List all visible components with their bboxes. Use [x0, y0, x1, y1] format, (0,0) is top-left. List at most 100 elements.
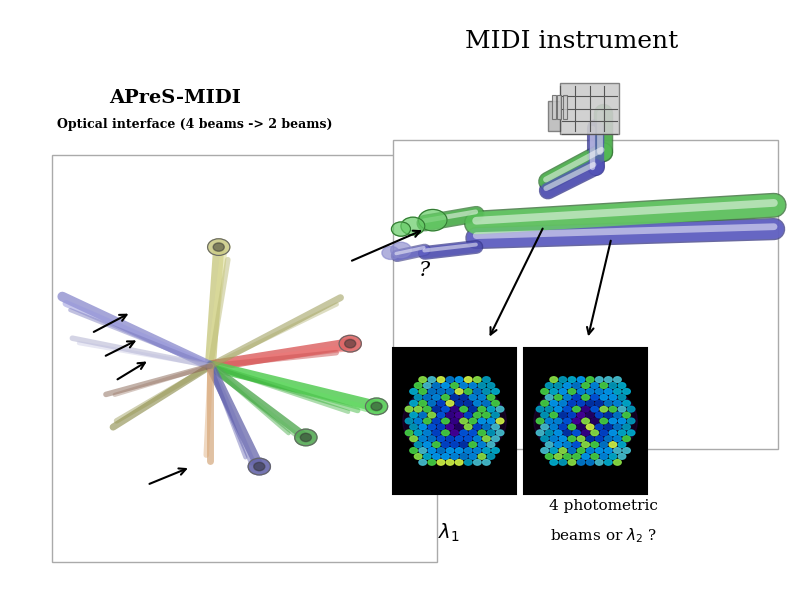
Circle shape: [496, 406, 504, 412]
Circle shape: [473, 400, 481, 406]
Circle shape: [586, 459, 594, 465]
Bar: [563, 95, 567, 119]
Circle shape: [600, 430, 607, 436]
Circle shape: [577, 447, 585, 453]
Circle shape: [391, 242, 411, 258]
Circle shape: [428, 424, 436, 430]
Circle shape: [483, 447, 490, 453]
Circle shape: [423, 418, 431, 424]
Circle shape: [437, 447, 445, 453]
Circle shape: [455, 447, 463, 453]
Circle shape: [460, 441, 468, 447]
Bar: [557, 95, 561, 119]
Bar: [560, 83, 619, 134]
Circle shape: [464, 377, 472, 383]
Circle shape: [614, 424, 621, 430]
Circle shape: [564, 441, 571, 447]
Text: beams or $\lambda_2$ ?: beams or $\lambda_2$ ?: [550, 526, 657, 545]
Bar: [552, 95, 556, 119]
Circle shape: [455, 412, 463, 418]
Circle shape: [483, 389, 490, 394]
Circle shape: [483, 436, 490, 441]
Circle shape: [491, 389, 499, 394]
Circle shape: [619, 383, 626, 389]
Circle shape: [491, 400, 499, 406]
Circle shape: [460, 406, 468, 412]
Circle shape: [559, 459, 567, 465]
Circle shape: [469, 430, 476, 436]
Circle shape: [451, 418, 458, 424]
Circle shape: [600, 441, 607, 447]
Circle shape: [441, 394, 449, 400]
Circle shape: [446, 459, 454, 465]
Circle shape: [446, 412, 454, 418]
Circle shape: [609, 441, 617, 447]
Circle shape: [254, 462, 265, 471]
Circle shape: [614, 412, 621, 418]
Circle shape: [577, 436, 585, 441]
Circle shape: [614, 436, 621, 441]
Circle shape: [614, 377, 621, 383]
Circle shape: [339, 336, 361, 352]
Circle shape: [627, 406, 635, 412]
Circle shape: [550, 436, 557, 441]
Circle shape: [433, 406, 440, 412]
Circle shape: [414, 418, 422, 424]
Circle shape: [451, 383, 458, 389]
Circle shape: [545, 453, 553, 459]
Circle shape: [609, 418, 617, 424]
Circle shape: [591, 406, 599, 412]
Circle shape: [600, 406, 607, 412]
Circle shape: [554, 406, 562, 412]
Circle shape: [419, 424, 426, 430]
Circle shape: [483, 412, 490, 418]
Circle shape: [541, 412, 549, 418]
Circle shape: [423, 453, 431, 459]
Circle shape: [564, 406, 571, 412]
Circle shape: [455, 436, 463, 441]
Circle shape: [604, 447, 612, 453]
Circle shape: [541, 447, 549, 453]
Circle shape: [414, 383, 422, 389]
Circle shape: [541, 424, 549, 430]
Circle shape: [586, 400, 594, 406]
Circle shape: [437, 377, 445, 383]
Circle shape: [614, 447, 621, 453]
Circle shape: [460, 383, 468, 389]
Circle shape: [545, 383, 553, 389]
Circle shape: [619, 430, 626, 436]
Circle shape: [534, 382, 638, 460]
Circle shape: [622, 424, 630, 430]
Circle shape: [469, 394, 476, 400]
Circle shape: [446, 389, 454, 394]
Circle shape: [582, 406, 589, 412]
Circle shape: [491, 447, 499, 453]
Circle shape: [488, 383, 495, 389]
Circle shape: [405, 406, 413, 412]
Circle shape: [536, 418, 544, 424]
Circle shape: [410, 436, 418, 441]
Circle shape: [627, 418, 635, 424]
Circle shape: [582, 453, 589, 459]
Circle shape: [446, 400, 454, 406]
Circle shape: [569, 436, 576, 441]
Circle shape: [455, 389, 463, 394]
Circle shape: [478, 418, 486, 424]
Circle shape: [207, 239, 229, 255]
Circle shape: [550, 412, 557, 418]
Circle shape: [577, 412, 585, 418]
Circle shape: [596, 447, 603, 453]
Circle shape: [414, 453, 422, 459]
Circle shape: [559, 389, 567, 394]
Circle shape: [491, 424, 499, 430]
Circle shape: [622, 400, 630, 406]
Text: Optical interface (4 beams -> 2 beams): Optical interface (4 beams -> 2 beams): [57, 118, 332, 131]
Circle shape: [572, 383, 580, 389]
Text: ?: ?: [419, 261, 430, 280]
Circle shape: [600, 453, 607, 459]
Circle shape: [591, 453, 599, 459]
Circle shape: [419, 389, 426, 394]
Circle shape: [572, 418, 580, 424]
Circle shape: [604, 412, 612, 418]
Text: 4 photometric: 4 photometric: [549, 499, 658, 513]
